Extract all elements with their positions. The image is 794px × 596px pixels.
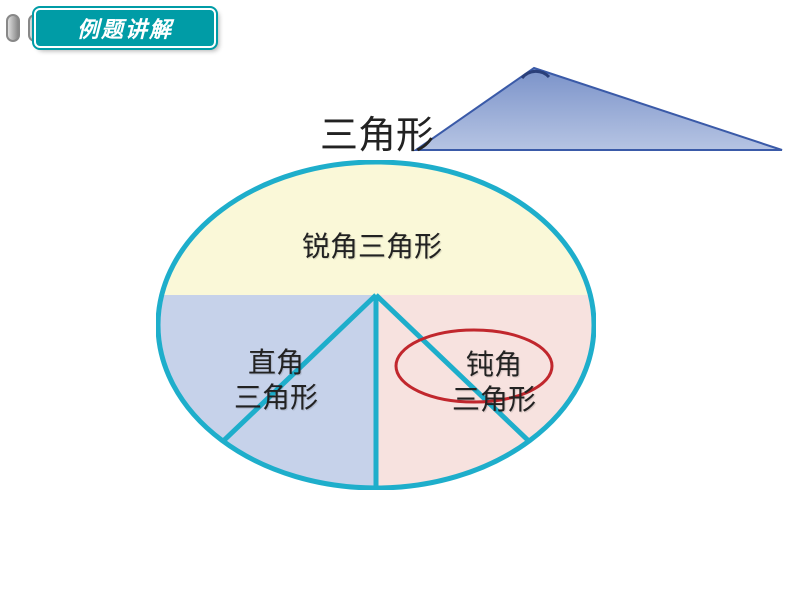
label-right-line2: 三角形 (234, 383, 318, 414)
label-obtuse-line2: 三角形 (452, 385, 536, 416)
classification-oval: 锐角三角形 直角 三角形 钝角 三角形 (156, 160, 596, 490)
section-tag: 例题讲解 (34, 8, 216, 48)
label-right-angle: 直角 三角形 (206, 346, 346, 416)
label-acute: 锐角三角形 (302, 230, 442, 265)
diagram-title: 三角形 (320, 104, 434, 159)
ring-icon (6, 14, 20, 42)
label-obtuse-line1: 钝角 (466, 350, 522, 381)
obtuse-triangle-graphic (414, 64, 784, 154)
label-obtuse-angle: 钝角 三角形 (424, 348, 564, 418)
label-right-line1: 直角 (248, 348, 304, 379)
section-tag-label: 例题讲解 (77, 12, 173, 44)
